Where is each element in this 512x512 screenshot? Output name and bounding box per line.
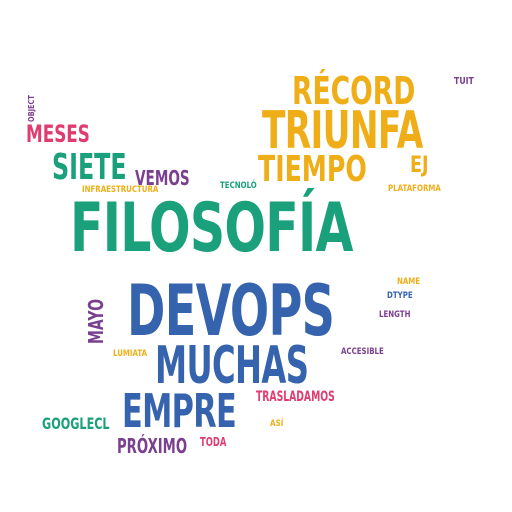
word-plataforma: PLATAFORMA [388,184,441,194]
word-accesible: ACCESIBLE [341,347,384,357]
word-record: RÉCORD [292,69,416,113]
word-devops: DEVOPS [127,270,335,352]
word-mayo: MAYO [84,299,108,344]
word-proximo: PRÓXIMO [117,434,188,458]
word-ej: EJ [410,153,429,178]
word-siete: SIETE [52,147,127,188]
word-name: NAME [397,277,421,287]
word-trasladamos: TRASLADAMOS [256,389,335,405]
word-dtype: DTYPE [387,291,413,301]
word-meses: MESES [26,120,90,148]
word-vemos: VEMOS [135,166,190,190]
word-muchas: MUCHAS [155,336,309,396]
word-object: OBJECT [27,95,36,122]
word-triunfa: TRIUNFA [262,101,423,161]
word-tuit: TUIT [454,76,474,87]
word-asi: ASÍ [270,419,284,429]
word-infraestructura: INFRAESTRUCTURA [82,185,159,195]
word-filosofia: FILOSOFÍA [70,189,353,268]
word-toda: TODA [200,435,227,449]
word-tecnolo: TECNOLÓ [220,181,257,191]
word-tiempo: TIEMPO [258,149,367,190]
word-lumiata: LUMIATA [113,349,148,359]
word-googlecl: GOOGLECL [42,414,110,433]
word-length: LENGTH [379,310,411,320]
word-empre: EMPRE [122,384,237,438]
